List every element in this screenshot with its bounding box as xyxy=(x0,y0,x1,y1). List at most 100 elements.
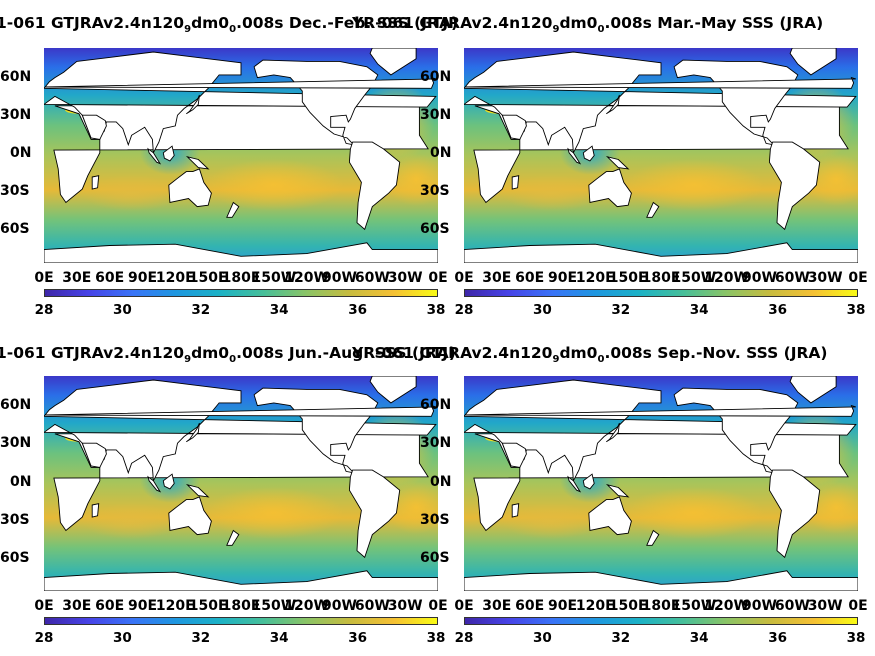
land-new-guinea xyxy=(185,155,210,170)
lon-label: 0E xyxy=(454,598,474,614)
lon-labels-top-left: 0E 30E 60E 90E 120E 150E 180E 150W 120W 90W 60W 30W… xyxy=(34,270,447,288)
title-sub: 0 xyxy=(597,354,605,366)
land-madagascar xyxy=(91,175,100,190)
colorbar-tick-label: 36 xyxy=(768,630,787,646)
lat-label: 30S xyxy=(0,183,30,199)
title-part: dm0 xyxy=(191,14,230,32)
lat-label: 0N xyxy=(10,474,32,490)
title-sub: 0 xyxy=(597,24,605,36)
colorbar-tick-label: 32 xyxy=(191,630,211,646)
land-japan xyxy=(606,94,620,115)
lon-label: 120W xyxy=(284,598,329,614)
sss-map-jun-aug xyxy=(44,376,438,591)
lon-label: 120W xyxy=(704,270,749,286)
lon-label: 120W xyxy=(284,270,329,286)
lat-label: 30N xyxy=(0,107,32,123)
title-sub: 9 xyxy=(184,24,192,36)
title-sub: 9 xyxy=(184,354,192,366)
colorbar-top-right xyxy=(464,289,858,297)
lon-label: 0E xyxy=(428,270,448,286)
lat-label: 0N xyxy=(430,474,452,490)
land-new-zealand xyxy=(646,201,660,218)
south-pacific-salinity-max xyxy=(203,487,344,540)
title-part: 1-061 GTJRAv2.4n120 xyxy=(0,344,185,362)
colorbar-tick-label: 28 xyxy=(34,302,54,318)
land-sumatra xyxy=(567,147,582,165)
title-part: YR-061 GTJRAv2.4n120 xyxy=(352,344,553,362)
lon-label: 120E xyxy=(575,270,615,286)
indian-ocean-salinity-max xyxy=(501,503,602,540)
colorbar-tick-label: 36 xyxy=(768,302,787,318)
indian-ocean-salinity-max xyxy=(81,175,182,212)
land-uk xyxy=(45,76,436,89)
land-borneo xyxy=(162,473,175,490)
lat-label: 30N xyxy=(420,435,452,451)
lon-label: 0E xyxy=(848,598,868,614)
land-sumatra xyxy=(147,475,162,493)
land-uk xyxy=(45,404,436,417)
lon-label: 120E xyxy=(155,598,195,614)
land-uk xyxy=(465,404,856,417)
lon-label: 90W xyxy=(322,598,357,614)
lat-label: 60S xyxy=(0,221,30,237)
land-australia xyxy=(168,168,212,208)
land-greenland xyxy=(789,376,837,404)
colorbar-tick-label: 34 xyxy=(689,630,709,646)
sss-map-dec-feb xyxy=(44,48,438,263)
lat-label: 60N xyxy=(420,69,452,85)
land-madagascar xyxy=(91,503,100,518)
land-borneo xyxy=(582,145,595,162)
title-part: 1-061 GTJRAv2.4n120 xyxy=(0,14,185,32)
lon-label: 150E xyxy=(608,598,648,614)
colorbar-tick-label: 28 xyxy=(34,630,54,646)
lon-label: 60E xyxy=(515,270,545,286)
lat-label: 60S xyxy=(420,221,450,237)
colorbar-tick-label: 36 xyxy=(348,302,367,318)
lat-label: 60N xyxy=(0,397,32,413)
title-part: YR-061 GTJRAv2.4n120 xyxy=(352,14,553,32)
indian-ocean-salinity-max xyxy=(81,503,182,540)
lon-label: 30E xyxy=(482,270,512,286)
lon-labels-top-right: 0E 30E 60E 90E 120E 150E 180E 150W 120W 90W 60W 30W… xyxy=(454,270,867,288)
lat-label: 60N xyxy=(420,397,452,413)
lon-label: 120E xyxy=(575,598,615,614)
lon-label: 180E xyxy=(641,270,681,286)
title-sub: 9 xyxy=(552,354,560,366)
lon-label: 150E xyxy=(188,598,228,614)
lon-label: 60E xyxy=(515,598,545,614)
land-new-zealand xyxy=(226,201,240,218)
colorbar-tick-label: 30 xyxy=(112,630,132,646)
indian-ocean-salinity-max xyxy=(501,175,602,212)
land-new-guinea xyxy=(185,483,210,498)
land-madagascar xyxy=(511,503,520,518)
lat-label: 30S xyxy=(420,512,450,528)
lat-label: 60N xyxy=(0,69,32,85)
land-australia xyxy=(588,168,632,208)
land-new-guinea xyxy=(605,155,630,170)
land-sumatra xyxy=(567,475,582,493)
land-greenland xyxy=(369,48,417,76)
colorbar-tick-label: 30 xyxy=(532,302,552,318)
lon-label: 90W xyxy=(742,598,777,614)
lon-label: 150W xyxy=(251,270,297,286)
land-south-america xyxy=(348,141,401,231)
lon-label: 60E xyxy=(95,270,125,286)
title-sub: 9 xyxy=(552,24,560,36)
land-arabia xyxy=(501,442,527,468)
land-greenland xyxy=(369,376,417,404)
lon-label: 0E xyxy=(848,270,868,286)
colorbar-top-left xyxy=(44,289,438,297)
land-south-america xyxy=(768,469,821,559)
lat-label: 30N xyxy=(420,107,452,123)
title-part: .008s Sep.-Nov. SSS (JRA) xyxy=(604,344,828,362)
lon-label: 60W xyxy=(774,598,810,614)
land-south-america xyxy=(348,469,401,559)
title-part: .008s Jun.-Aug. SSS (JRA) xyxy=(236,344,456,362)
colorbar-tick-label: 34 xyxy=(689,302,709,318)
lon-label: 0E xyxy=(454,270,474,286)
lat-label: 30S xyxy=(0,512,30,528)
colorbar-tick-label: 34 xyxy=(269,302,289,318)
land-arabia xyxy=(81,114,107,140)
lat-label: 60S xyxy=(420,550,450,566)
lon-label: 90W xyxy=(322,270,357,286)
